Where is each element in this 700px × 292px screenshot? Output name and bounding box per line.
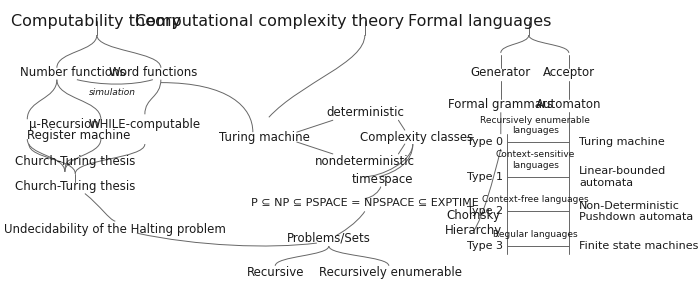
Text: Recursive: Recursive (246, 266, 304, 279)
Text: Type 3: Type 3 (467, 241, 503, 251)
Text: Type 0: Type 0 (467, 137, 503, 147)
Text: Automaton: Automaton (536, 98, 601, 111)
Text: deterministic: deterministic (326, 106, 404, 119)
Text: Acceptor: Acceptor (542, 66, 595, 79)
Text: Linear-bounded
automata: Linear-bounded automata (579, 166, 666, 187)
Text: Context-free languages: Context-free languages (482, 195, 589, 204)
Text: Church-Turing thesis: Church-Turing thesis (15, 155, 136, 168)
Text: Computability theory: Computability theory (11, 14, 181, 29)
Text: Recursively enumerable
languages: Recursively enumerable languages (480, 116, 590, 135)
Text: Church-Turing thesis: Church-Turing thesis (15, 180, 136, 193)
Text: Context-sensitive
languages: Context-sensitive languages (496, 150, 575, 170)
Text: nondeterministic: nondeterministic (315, 155, 415, 168)
Text: Regular languages: Regular languages (493, 230, 578, 239)
Text: simulation: simulation (90, 88, 136, 97)
Text: time: time (351, 173, 378, 186)
Text: Type 2: Type 2 (467, 206, 503, 216)
Text: Type 1: Type 1 (467, 172, 503, 182)
Text: μ-Recursion: μ-Recursion (29, 118, 99, 131)
Text: Non-Deterministic
Pushdown automata: Non-Deterministic Pushdown automata (579, 201, 694, 222)
Text: Word functions: Word functions (108, 66, 197, 79)
Text: Turing machine: Turing machine (219, 131, 310, 144)
Text: Generator: Generator (470, 66, 531, 79)
Text: Formal grammars: Formal grammars (448, 98, 554, 111)
Text: space: space (378, 173, 412, 186)
Text: Computational complexity theory: Computational complexity theory (136, 14, 405, 29)
Text: P ⊆ NP ⊆ PSPACE = NPSPACE ⊆ EXPTIME: P ⊆ NP ⊆ PSPACE = NPSPACE ⊆ EXPTIME (251, 199, 479, 208)
Text: WHILE-computable: WHILE-computable (89, 118, 201, 131)
Text: Problems/Sets: Problems/Sets (287, 232, 371, 245)
Text: Register machine: Register machine (27, 128, 130, 142)
Text: Chomsky
Hierarchy: Chomsky Hierarchy (445, 209, 502, 237)
Text: Undecidability of the Halting problem: Undecidability of the Halting problem (4, 223, 226, 236)
Text: Formal languages: Formal languages (408, 14, 552, 29)
Text: Finite state machines: Finite state machines (579, 241, 699, 251)
Text: Turing machine: Turing machine (579, 137, 665, 147)
Text: Recursively enumerable: Recursively enumerable (319, 266, 462, 279)
Text: Complexity classes: Complexity classes (360, 131, 473, 144)
Text: Number functions: Number functions (20, 66, 126, 79)
